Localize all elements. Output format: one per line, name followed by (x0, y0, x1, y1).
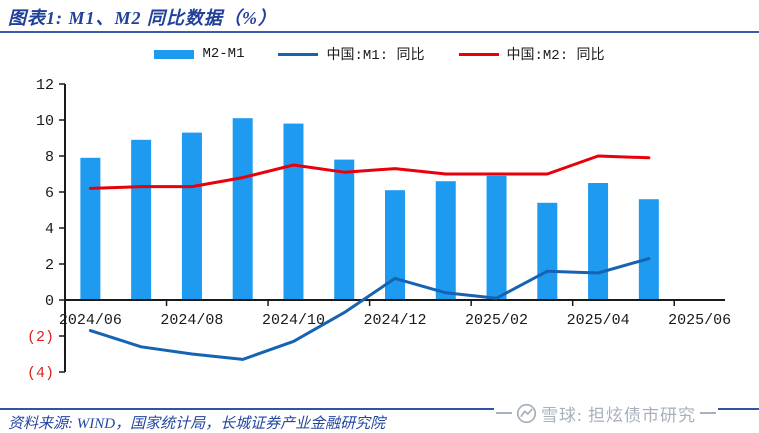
bar (385, 190, 405, 300)
x-tick-label: 2025/06 (668, 312, 731, 329)
y-tick-label: 10 (36, 113, 54, 130)
title-underline (0, 31, 759, 33)
bar (131, 139, 152, 300)
x-tick-label: 2025/04 (567, 312, 630, 329)
bar (181, 132, 202, 300)
y-tick-label: 0 (45, 293, 54, 310)
y-tick-label: 2 (45, 257, 54, 274)
page-title: 图表1: M1、M2 同比数据（%） (8, 8, 277, 28)
y-tick-label: 4 (45, 221, 54, 238)
x-tick-label: 2024/08 (160, 312, 223, 329)
x-tick-label: 2025/02 (465, 312, 528, 329)
bar (283, 123, 304, 300)
legend-item-m1-yoy: 中国:M1: 同比 (278, 44, 425, 64)
bar (80, 157, 101, 300)
legend-label: 中国:M2: 同比 (506, 48, 605, 64)
line-swatch-icon (278, 52, 319, 56)
bar (232, 118, 253, 300)
bar-swatch-icon (154, 49, 195, 59)
legend-item-m2-yoy: 中国:M2: 同比 (458, 44, 605, 64)
chart-legend: M2-M1 中国:M1: 同比 中国:M2: 同比 (0, 44, 759, 64)
watermark: 雪球: 担炫债市研究 (494, 400, 718, 426)
x-tick-label: 2024/10 (262, 312, 325, 329)
bar (486, 175, 507, 300)
y-tick-label: 6 (45, 185, 54, 202)
m1-yoy-line (88, 257, 651, 361)
bar (588, 183, 609, 300)
legend-item-m2-minus-m1: M2-M1 (154, 46, 244, 62)
bar (435, 181, 456, 300)
xueqiu-logo-icon (516, 403, 537, 423)
x-tick-label: 2024/06 (59, 312, 122, 329)
watermark-dash (496, 412, 512, 414)
footer-rule (0, 408, 759, 410)
y-tick-label: (2) (27, 329, 54, 346)
watermark-dash (699, 412, 716, 414)
bar (334, 159, 355, 300)
legend-label: 中国:M1: 同比 (326, 48, 425, 64)
m2-yoy-line (88, 154, 651, 190)
y-tick-label: 12 (36, 77, 54, 94)
x-tick-label: 2024/12 (363, 312, 426, 329)
source-note: 资料来源: WIND，国家统计局，长城证券产业金融研究院 (8, 416, 386, 432)
legend-label: M2-M1 (202, 46, 245, 62)
bar (537, 202, 558, 300)
y-tick-label: (4) (27, 365, 54, 382)
y-tick-label: 8 (45, 149, 54, 166)
line-swatch-icon (458, 52, 499, 56)
watermark-text: 雪球: 担炫债市研究 (541, 405, 696, 425)
bar (638, 199, 659, 300)
